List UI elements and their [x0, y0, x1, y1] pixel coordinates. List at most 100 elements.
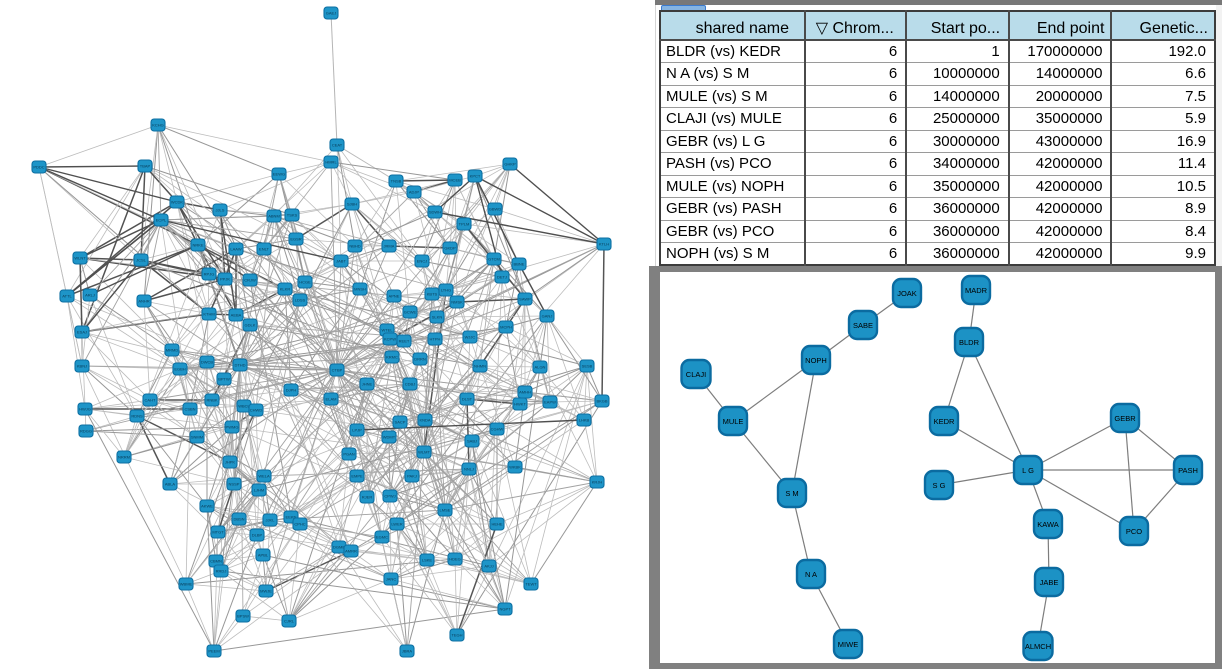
svg-text:KEDR: KEDR — [934, 417, 955, 426]
svg-text:MIWE: MIWE — [838, 640, 858, 649]
svg-text:CRJW: CRJW — [244, 278, 256, 283]
svg-text:WLNT: WLNT — [74, 256, 86, 261]
svg-text:WKBK: WKBK — [509, 465, 521, 470]
svg-text:JANC: JANC — [386, 577, 397, 582]
svg-text:JBRA: JBRA — [402, 649, 413, 654]
svg-text:HCGE: HCGE — [299, 280, 311, 285]
svg-text:DWCB: DWCB — [201, 360, 214, 365]
svg-text:KCPW: KCPW — [384, 337, 396, 342]
svg-text:CPHC: CPHC — [294, 522, 305, 527]
svg-text:DETJ: DETJ — [497, 275, 507, 280]
svg-text:BPSW: BPSW — [237, 614, 249, 619]
svg-text:CDBJ: CDBJ — [405, 382, 415, 387]
svg-text:PASH: PASH — [1178, 466, 1198, 475]
svg-text:WLMT: WLMT — [418, 450, 430, 455]
svg-text:WDMT: WDMT — [383, 435, 396, 440]
svg-text:ANHR: ANHR — [138, 299, 149, 304]
svg-text:GKDP: GKDP — [444, 246, 456, 251]
svg-text:DLST: DLST — [462, 397, 473, 402]
svg-text:LDSS: LDSS — [295, 298, 306, 303]
svg-text:NHMN: NHMN — [474, 364, 486, 369]
svg-text:SAWP: SAWP — [519, 297, 531, 302]
svg-text:JHPK: JHPK — [225, 460, 236, 465]
svg-text:EGBH: EGBH — [174, 367, 185, 372]
svg-text:LPJP: LPJP — [352, 428, 362, 433]
svg-text:GTCM: GTCM — [488, 257, 500, 262]
svg-text:HMRL: HMRL — [325, 160, 337, 165]
svg-text:AKJJ: AKJJ — [484, 564, 493, 569]
svg-text:GEBR: GEBR — [1114, 414, 1136, 423]
svg-text:N A: N A — [805, 570, 817, 579]
svg-text:KRMC: KRMC — [386, 355, 398, 360]
svg-text:LTHG: LTHG — [441, 288, 451, 293]
svg-text:TEWT: TEWT — [525, 582, 537, 587]
svg-text:EAPW: EAPW — [544, 400, 556, 405]
svg-text:PAKJ: PAKJ — [407, 474, 417, 479]
svg-text:MCEB: MCEB — [449, 178, 461, 183]
svg-text:CHWD: CHWD — [250, 408, 263, 413]
svg-text:CSBN: CSBN — [184, 407, 195, 412]
svg-text:HTPH: HTPH — [430, 337, 441, 342]
svg-text:TPLM: TPLM — [459, 222, 470, 227]
svg-text:EEKN: EEKN — [286, 515, 297, 520]
svg-text:KBNJ: KBNJ — [77, 364, 87, 369]
svg-text:DTHD: DTHD — [234, 363, 245, 368]
svg-text:NSSP: NSSP — [229, 482, 240, 487]
svg-text:HDEG: HDEG — [449, 557, 461, 562]
svg-text:L G: L G — [1022, 466, 1034, 475]
svg-text:GHKP: GHKP — [504, 162, 516, 167]
svg-text:REET: REET — [399, 339, 410, 344]
svg-text:AMHH: AMHH — [519, 390, 531, 395]
svg-text:NGPT: NGPT — [499, 607, 511, 612]
svg-text:TNSB: TNSB — [391, 179, 402, 184]
svg-text:KRJH: KRJH — [592, 480, 603, 485]
svg-text:CBMN: CBMN — [210, 559, 222, 564]
svg-text:EMPE: EMPE — [351, 474, 363, 479]
svg-text:RNBK: RNBK — [206, 398, 217, 403]
svg-text:TSKS: TSKS — [287, 213, 298, 218]
svg-text:CGHW: CGHW — [491, 427, 504, 432]
svg-text:WJJC: WJJC — [465, 335, 476, 340]
svg-text:ALGN: ALGN — [535, 365, 546, 370]
svg-text:GBWD: GBWD — [489, 207, 502, 212]
svg-text:ARLJ: ARLJ — [85, 293, 95, 298]
svg-text:MNSH: MNSH — [354, 287, 366, 292]
svg-text:MTGT: MTGT — [212, 530, 224, 535]
svg-text:DBSN: DBSN — [233, 517, 244, 522]
svg-text:EGSR: EGSR — [290, 237, 301, 242]
svg-text:HWKT: HWKT — [514, 402, 526, 407]
svg-text:GCWE: GCWE — [404, 310, 417, 315]
svg-text:JOAK: JOAK — [897, 289, 917, 298]
svg-text:PGAN: PGAN — [343, 452, 354, 457]
svg-text:NNLJ: NNLJ — [464, 467, 474, 472]
svg-text:ABNM: ABNM — [268, 214, 280, 219]
svg-text:RRDJ: RRDJ — [216, 569, 227, 574]
svg-text:MADR: MADR — [965, 286, 988, 295]
svg-text:KNDA: KNDA — [419, 418, 430, 423]
svg-text:ELAM: ELAM — [326, 397, 337, 402]
svg-text:APNE: APNE — [389, 294, 400, 299]
svg-text:BPTW: BPTW — [218, 377, 230, 382]
svg-text:AMRR: AMRR — [345, 549, 357, 554]
svg-text:PDDC: PDDC — [33, 165, 44, 170]
svg-text:SACP: SACP — [395, 420, 406, 425]
svg-text:WTEL: WTEL — [381, 328, 393, 333]
svg-text:JHNE: JHNE — [362, 382, 373, 387]
svg-text:BKGB: BKGB — [596, 399, 607, 404]
svg-text:EGMC: EGMC — [376, 535, 388, 540]
svg-text:JJLS: JJLS — [216, 208, 225, 213]
svg-text:RPJG: RPJG — [204, 272, 215, 277]
svg-text:PPJK: PPJK — [220, 277, 230, 282]
svg-text:RJER: RJER — [362, 495, 373, 500]
svg-text:KCHG: KCHG — [152, 123, 164, 128]
svg-text:MCPH: MCPH — [500, 325, 512, 330]
svg-text:NOPH: NOPH — [805, 356, 827, 365]
svg-text:WBCL: WBCL — [238, 404, 250, 409]
svg-text:MWJE: MWJE — [260, 589, 272, 594]
svg-text:JABT: JABT — [336, 259, 346, 264]
svg-text:WCDK: WCDK — [171, 200, 184, 205]
svg-text:AEBA: AEBA — [231, 313, 242, 318]
svg-text:GDLK: GDLK — [245, 323, 256, 328]
svg-text:CAHT: CAHT — [145, 398, 156, 403]
svg-text:BLDR: BLDR — [959, 338, 980, 347]
